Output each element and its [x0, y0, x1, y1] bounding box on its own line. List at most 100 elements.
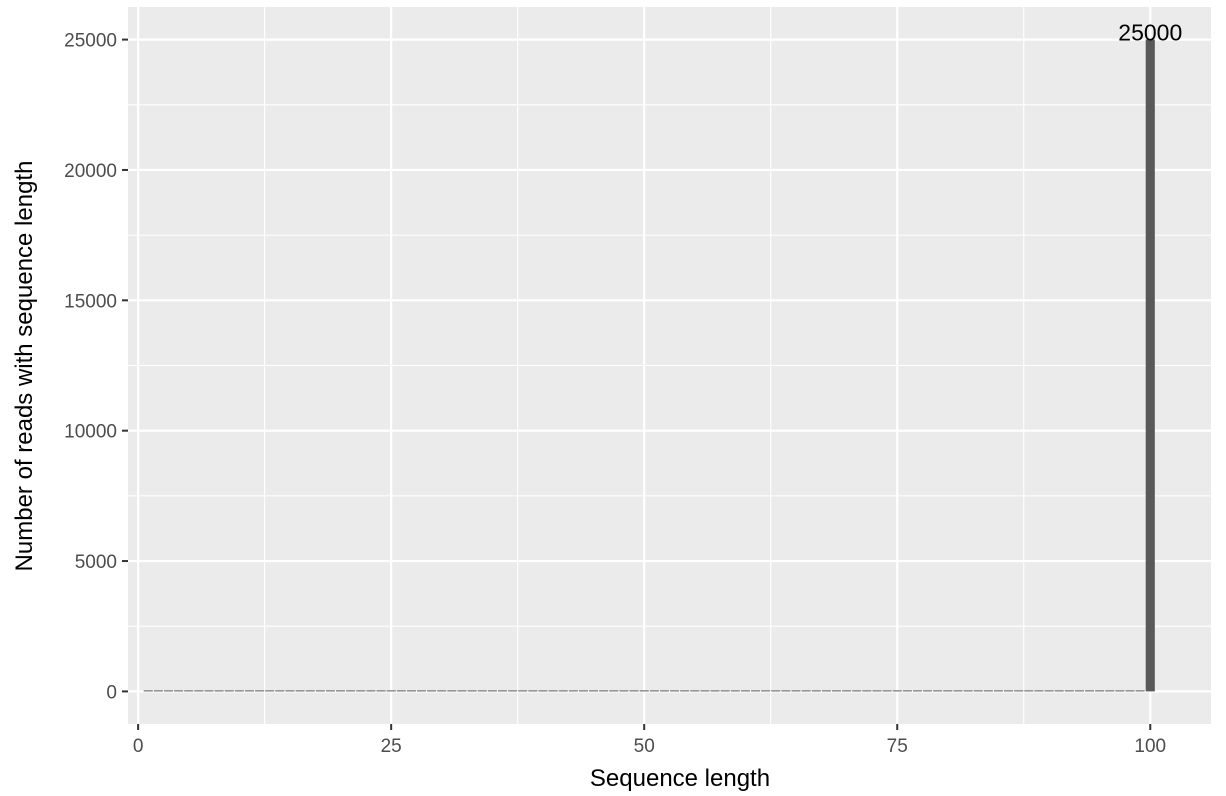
bar	[255, 690, 265, 692]
y-tick-label: 10000	[64, 422, 117, 443]
y-tick-label: 5000	[75, 552, 117, 573]
bar	[1044, 690, 1054, 692]
bar	[568, 690, 578, 692]
bar	[548, 690, 558, 692]
bar	[497, 690, 508, 692]
y-tick-label: 0	[106, 682, 117, 703]
bar	[599, 690, 609, 692]
bar	[629, 690, 639, 692]
bar	[1014, 690, 1024, 692]
x-tick-label: 75	[887, 736, 908, 757]
bar	[923, 690, 933, 692]
bar	[761, 690, 771, 692]
y-tick-label: 15000	[64, 291, 117, 312]
bar	[1074, 690, 1084, 692]
x-tick-label: 25	[381, 736, 402, 757]
bar	[993, 690, 1004, 692]
bar	[609, 690, 619, 692]
bar	[902, 690, 912, 692]
bar	[700, 690, 710, 692]
bar	[872, 690, 882, 692]
bar	[467, 690, 477, 692]
bar	[750, 690, 761, 692]
grid-minor	[128, 7, 1211, 724]
bar	[730, 690, 740, 692]
bar	[315, 690, 325, 692]
y-tick-label: 25000	[64, 31, 117, 52]
bar	[771, 690, 781, 692]
bar	[912, 690, 923, 692]
y-axis: 0 5000 10000 15000 20000 25000	[64, 31, 128, 703]
bar	[1004, 690, 1014, 692]
bar	[1024, 690, 1034, 692]
y-tick-label: 20000	[64, 161, 117, 182]
x-tick-label: 50	[634, 736, 655, 757]
data-label: 25000	[1118, 20, 1182, 46]
x-axis: 0 25 50 75 100	[133, 724, 1166, 757]
bar	[892, 690, 902, 692]
x-tick-label: 100	[1134, 736, 1166, 757]
bar	[174, 690, 184, 692]
bar	[214, 690, 224, 692]
bar	[619, 690, 629, 692]
bar	[275, 690, 285, 692]
bar	[680, 690, 690, 692]
bar	[720, 690, 730, 692]
bar	[740, 690, 750, 692]
bar	[963, 690, 973, 692]
bar	[1145, 39, 1155, 692]
bar	[1115, 690, 1125, 692]
bar	[396, 690, 406, 692]
bar	[578, 690, 589, 692]
bar	[356, 690, 366, 692]
bar	[1034, 690, 1044, 692]
bar	[184, 690, 194, 692]
bar	[983, 690, 993, 692]
bar	[295, 690, 305, 692]
bar	[852, 690, 862, 692]
bar	[163, 690, 174, 692]
bar	[366, 690, 376, 692]
bar	[487, 690, 497, 692]
bar	[659, 690, 669, 692]
bar	[265, 690, 275, 692]
bar	[1084, 690, 1095, 692]
bar	[1105, 690, 1115, 692]
bar	[376, 690, 386, 692]
bar	[690, 690, 700, 692]
bar	[558, 690, 568, 692]
bar	[842, 690, 852, 692]
bar	[1135, 690, 1145, 692]
bar	[933, 690, 943, 692]
bar	[335, 690, 346, 692]
bar	[508, 690, 518, 692]
bar	[943, 690, 953, 692]
bar	[528, 690, 538, 692]
bar	[538, 690, 548, 692]
data-labels: 25000	[1118, 20, 1182, 46]
bar	[346, 690, 356, 692]
bar	[791, 690, 801, 692]
bar	[811, 690, 821, 692]
bar	[710, 690, 720, 692]
bar	[325, 690, 335, 692]
bar	[234, 690, 244, 692]
bar	[437, 690, 447, 692]
bar	[781, 690, 791, 692]
bar	[244, 690, 255, 692]
bar	[406, 690, 416, 692]
bar	[831, 690, 842, 692]
bars	[143, 39, 1155, 692]
bar	[457, 690, 467, 692]
bar	[427, 690, 437, 692]
bar	[1064, 690, 1074, 692]
bar	[589, 690, 599, 692]
bar	[204, 690, 214, 692]
bar	[821, 690, 831, 692]
bar	[639, 690, 649, 692]
bar	[447, 690, 457, 692]
bar	[882, 690, 892, 692]
bar	[305, 690, 315, 692]
x-axis-title: Sequence length	[590, 765, 770, 792]
